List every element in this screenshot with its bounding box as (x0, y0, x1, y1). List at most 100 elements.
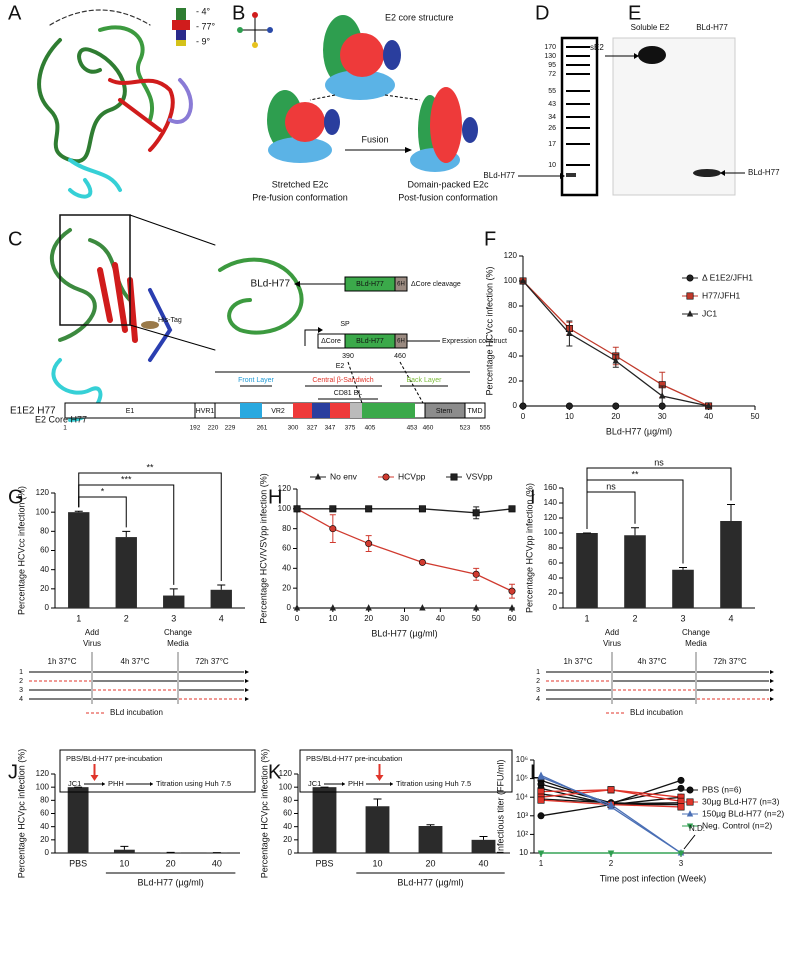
label: Pre-fusion conformation (252, 192, 348, 202)
legend-label: Neg. Control (n=2) (702, 820, 772, 830)
timeline-phase: 4h 37°C (638, 657, 667, 666)
y-tick-label: 120 (504, 251, 518, 260)
x-axis-label: Time post infection (Week) (600, 873, 707, 883)
x-tick-label: 40 (704, 412, 713, 421)
y-tick-label: 100 (36, 507, 50, 516)
bar (68, 512, 90, 608)
layer-label: Back Layer (406, 377, 442, 384)
y-tick-label: 40 (548, 573, 557, 582)
legend-label: 150µg BLd-H77 (n=2) (702, 808, 784, 818)
x-tick-label: 10 (119, 858, 129, 868)
legend-marker (450, 473, 458, 481)
x-tick-label: 1 (76, 613, 81, 623)
band-label: BLd-H77 (483, 171, 515, 180)
protocol-title: PBS/BLd-H77 pre-incubation (66, 754, 162, 763)
y-tick-label: 80 (40, 526, 49, 535)
significance-bracket (586, 467, 732, 529)
bar (312, 787, 337, 853)
x-tick-label: 10 (565, 412, 574, 421)
ladder-label: 72 (548, 71, 556, 78)
y-axis-label: Percentage HCVcc infection (%) (484, 266, 494, 395)
panel-label: D (535, 2, 549, 24)
domain-label: HVR1 (196, 408, 215, 415)
part: 6H (397, 339, 405, 345)
significance-label: *** (121, 474, 132, 484)
marker (612, 402, 620, 410)
marker (677, 784, 685, 792)
y-tick-label: 20 (40, 835, 49, 844)
x-tick-label: PBS (315, 858, 333, 868)
residue: 405 (365, 425, 376, 432)
timeline-row: 4 (19, 696, 23, 703)
timeline-arrow (245, 679, 249, 683)
y-tick-label: 60 (40, 546, 49, 555)
protocol-step: JC1 (308, 779, 321, 788)
error-bar (74, 510, 83, 513)
lane-label: BLd-H77 (696, 23, 728, 32)
marker (537, 812, 545, 820)
timeline-row: 3 (19, 687, 23, 694)
marker (537, 850, 545, 857)
residue: 347 (325, 425, 336, 432)
ladder-label: 130 (544, 53, 556, 60)
layer-label: Front Layer (238, 377, 274, 384)
timeline-row: 2 (536, 678, 540, 685)
significance-label: ** (631, 469, 639, 479)
protocol-box (59, 749, 256, 793)
ladder-label: 95 (548, 62, 556, 69)
x-axis-label: BLd-H77 (µg/ml) (397, 877, 463, 887)
legend-label: 30µg BLd-H77 (n=3) (702, 796, 780, 806)
residue: 523 (460, 425, 471, 432)
arrow-head (90, 775, 99, 781)
x-tick-label: 40 (436, 614, 445, 623)
ladder-label: 26 (548, 125, 556, 132)
panel-label: L (530, 761, 541, 783)
error-bar (217, 584, 226, 590)
bar (418, 826, 443, 853)
error-bar (679, 567, 687, 570)
marker (418, 505, 426, 513)
protocol-step: Titration using Huh 7.5 (156, 779, 231, 788)
x-tick-label: PBS (69, 858, 87, 868)
cd81-label: CD81 BL (334, 390, 363, 397)
x-axis-label: BLd-H77 (µg/ml) (371, 628, 437, 638)
protocol-step: PHH (108, 779, 124, 788)
x-tick-label: 20 (611, 412, 620, 421)
timeline-step: Add (85, 628, 99, 637)
x-tick-label: 20 (364, 614, 373, 623)
marker (329, 505, 337, 513)
panel-label: B (232, 2, 245, 24)
y-tick-label: 100 (278, 504, 292, 513)
x-tick-label: 20 (166, 858, 176, 868)
significance-bracket (78, 472, 222, 581)
position: 460 (394, 353, 406, 360)
x-tick-label: 4 (728, 613, 733, 623)
legend-marker (686, 292, 694, 300)
series-line (522, 280, 709, 407)
arrow-head (390, 782, 393, 786)
angle-label: - 4° (196, 6, 211, 16)
bar (163, 595, 185, 608)
x-tick-label: 40 (212, 858, 222, 868)
x-axis-label: BLd-H77 (µg/ml) (606, 426, 672, 436)
y-axis-label: Percentage HCVpp infection (%) (524, 483, 534, 613)
error-bar (122, 530, 131, 538)
x-tick-label: 30 (658, 412, 667, 421)
legend-marker (314, 473, 322, 480)
series-line (297, 508, 513, 514)
y-tick-label: 10⁴ (516, 792, 529, 801)
timeline-arrow (245, 670, 249, 674)
angle-label: - 9° (196, 36, 211, 46)
marker (607, 800, 615, 808)
y-tick-label: 0 (45, 603, 50, 612)
significance-label: * (101, 486, 105, 496)
protocol-title: PBS/BLd-H77 pre-incubation (306, 754, 402, 763)
marker (365, 604, 372, 611)
y-tick-label: 80 (548, 543, 557, 552)
arrow-head (150, 782, 153, 786)
x-tick-label: 60 (508, 614, 517, 623)
legend-label: JC1 (702, 308, 717, 318)
ladder-label: 10 (548, 162, 556, 169)
x-tick-label: 40 (478, 858, 488, 868)
bar (113, 849, 135, 853)
